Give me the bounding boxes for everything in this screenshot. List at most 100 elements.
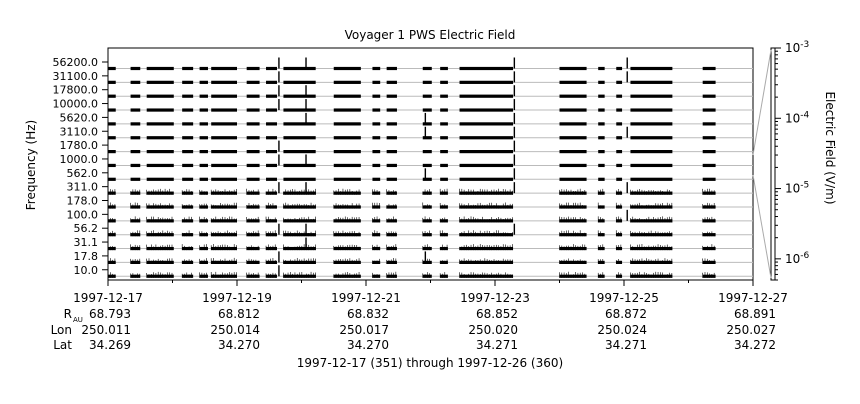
data-segment bbox=[283, 150, 316, 154]
data-segment bbox=[246, 177, 260, 181]
data-segment bbox=[372, 163, 381, 168]
data-segment bbox=[182, 163, 194, 168]
data-segment bbox=[386, 219, 397, 223]
data-segment bbox=[386, 94, 397, 98]
data-segment bbox=[266, 246, 277, 251]
data-segment bbox=[283, 136, 316, 140]
colorbar-frame bbox=[770, 47, 776, 281]
data-segment bbox=[266, 80, 277, 84]
y-tick-label: 56200.0 bbox=[53, 56, 99, 69]
data-segment bbox=[372, 150, 381, 154]
data-segment bbox=[616, 274, 623, 278]
data-segment bbox=[702, 150, 716, 154]
data-segment bbox=[108, 205, 116, 209]
data-segment bbox=[598, 260, 605, 264]
data-segment bbox=[246, 246, 260, 251]
ephemeris-value: 68.793 bbox=[89, 307, 131, 321]
data-segment bbox=[182, 136, 194, 140]
data-segment bbox=[386, 177, 397, 181]
data-segment bbox=[182, 150, 194, 154]
colorbar-connector bbox=[752, 174, 772, 279]
data-segment bbox=[422, 177, 432, 181]
data-segment bbox=[246, 136, 260, 140]
data-segment bbox=[266, 205, 277, 209]
data-segment bbox=[372, 66, 381, 71]
data-segment bbox=[182, 191, 194, 195]
y-tick-label: 56.2 bbox=[74, 222, 99, 235]
data-segment bbox=[459, 136, 514, 140]
data-segment bbox=[108, 80, 116, 84]
data-segment bbox=[702, 205, 716, 209]
data-segment bbox=[422, 80, 432, 84]
colorbar-tick-label: 10-5 bbox=[785, 181, 809, 196]
ephemeris-value: 34.272 bbox=[734, 338, 776, 352]
data-segment bbox=[440, 177, 448, 181]
data-segment bbox=[459, 122, 514, 126]
x-tick-labels: 1997-12-17 1997-12-19 1997-12-21 1997-12-23… bbox=[73, 291, 788, 305]
data-segment bbox=[702, 191, 716, 195]
date-range-footer: 1997-12-17 (351) through 1997-12-26 (360… bbox=[297, 356, 563, 370]
data-segment bbox=[559, 122, 587, 126]
ephemeris-value: 250.024 bbox=[597, 323, 647, 337]
data-segment bbox=[246, 205, 260, 209]
ephemeris-value: 68.812 bbox=[218, 307, 260, 321]
data-segment bbox=[130, 150, 141, 154]
data-segment bbox=[386, 163, 397, 168]
data-segment bbox=[440, 66, 448, 71]
data-segment bbox=[386, 80, 397, 84]
data-segment bbox=[283, 94, 316, 98]
data-segment bbox=[211, 177, 237, 181]
data-segment bbox=[182, 66, 194, 71]
data-segment bbox=[559, 163, 587, 168]
x-tick-label: 1997-12-23 bbox=[460, 291, 530, 305]
data-segment bbox=[440, 205, 448, 209]
y-tick-label: 17.8 bbox=[74, 250, 99, 263]
data-segment bbox=[211, 205, 237, 209]
data-segment bbox=[182, 219, 194, 223]
data-segment bbox=[598, 136, 605, 140]
data-segment bbox=[266, 191, 277, 195]
data-segment bbox=[372, 191, 381, 195]
data-segment bbox=[422, 122, 432, 126]
x-tick-label: 1997-12-19 bbox=[202, 291, 272, 305]
data-segment bbox=[386, 260, 397, 264]
data-segment bbox=[372, 80, 381, 84]
data-segment bbox=[616, 66, 623, 71]
data-segment bbox=[372, 246, 381, 251]
data-segment bbox=[616, 233, 623, 237]
data-segment bbox=[283, 163, 316, 168]
data-segment bbox=[146, 136, 174, 140]
plot-area bbox=[102, 47, 754, 286]
data-segment bbox=[616, 177, 623, 181]
data-segment bbox=[146, 108, 174, 112]
data-segment bbox=[372, 274, 381, 278]
data-segment bbox=[199, 150, 208, 154]
data-segment bbox=[630, 150, 673, 154]
data-segment bbox=[630, 177, 673, 181]
data-segment bbox=[598, 177, 605, 181]
data-segment bbox=[266, 163, 277, 168]
data-segment bbox=[182, 177, 194, 181]
data-segment bbox=[199, 233, 208, 237]
data-segment bbox=[199, 177, 208, 181]
data-segment bbox=[440, 163, 448, 168]
ephemeris-value: 68.872 bbox=[605, 307, 647, 321]
data-segment bbox=[182, 260, 194, 264]
data-segment bbox=[630, 136, 673, 140]
data-segment bbox=[616, 260, 623, 264]
data-segment bbox=[130, 177, 141, 181]
data-segment bbox=[702, 122, 716, 126]
data-segment bbox=[702, 94, 716, 98]
data-segment bbox=[108, 94, 116, 98]
data-segment bbox=[372, 205, 381, 209]
colorbar-title: Electric Field (V/m) bbox=[823, 91, 837, 204]
ephemeris-value: 250.017 bbox=[339, 323, 389, 337]
data-segment bbox=[702, 246, 716, 251]
ephemeris-value: 250.011 bbox=[81, 323, 131, 337]
data-segment bbox=[199, 108, 208, 112]
data-segment bbox=[182, 246, 194, 251]
data-segment bbox=[211, 260, 237, 264]
data-segment bbox=[333, 163, 361, 168]
data-segment bbox=[199, 163, 208, 168]
